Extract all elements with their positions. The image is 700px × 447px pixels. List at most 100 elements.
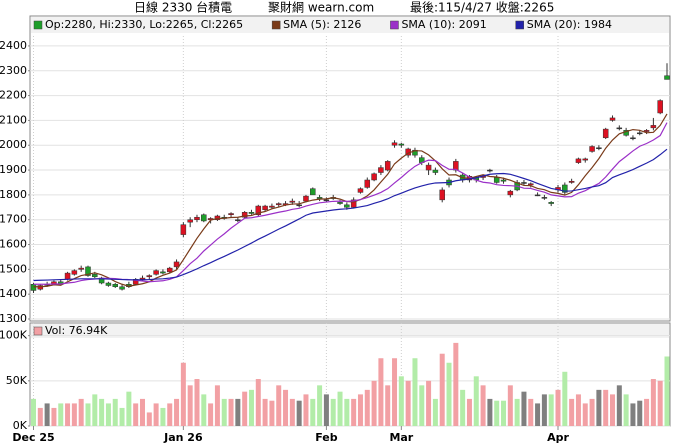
candle-body (350, 199, 357, 208)
volume-bar (589, 398, 595, 426)
volume-bar (460, 389, 466, 426)
legend-label: SMA (10): 2091 (401, 18, 486, 31)
volume-bar (112, 398, 118, 426)
y-tick-label: 2300 (0, 64, 27, 77)
volume-bar (242, 391, 248, 426)
candle-body (30, 284, 37, 291)
candle-body (112, 284, 118, 287)
sma-line (33, 122, 668, 285)
volume-bar (616, 385, 622, 426)
volume-bar (596, 389, 602, 426)
volume-bar (37, 407, 43, 426)
y-tick-label: 2200 (0, 89, 27, 102)
volume-bar (262, 398, 268, 426)
volume-bar (146, 412, 152, 426)
volume-bar (575, 394, 581, 426)
volume-bar (221, 398, 227, 426)
volume-bar (255, 379, 261, 426)
volume-bar (344, 398, 350, 426)
volume-bar (446, 362, 452, 426)
volume-bar (487, 398, 493, 426)
sma-line (33, 113, 668, 288)
candle-body (534, 194, 541, 197)
price-legend-bg (31, 17, 669, 33)
candle-body (85, 266, 91, 276)
volume-bar (92, 394, 98, 426)
candle-body (64, 272, 71, 280)
volume-legend-bg (31, 324, 669, 338)
x-tick-label: Mar (389, 431, 413, 444)
candle-body (432, 169, 439, 173)
volume-bar (65, 403, 71, 426)
volume-bar (623, 394, 629, 426)
volume-bar (180, 362, 186, 426)
candle-body (602, 128, 609, 139)
volume-bar (501, 400, 507, 426)
volume-bar (71, 403, 77, 426)
volume-bar (657, 380, 663, 426)
volume-bar (51, 407, 57, 426)
volume-bar (664, 356, 670, 426)
y-tick-label: 1700 (0, 213, 27, 226)
candle-body (657, 100, 663, 114)
candle-body (384, 161, 391, 171)
volume-bar (514, 398, 520, 426)
y-tick-label: 1900 (0, 163, 27, 176)
y-tick-label: 1600 (0, 238, 27, 251)
volume-bar (139, 398, 145, 426)
header-last: 最後:115/4/27 收盤:2265 (410, 1, 554, 15)
legend-swatch (515, 20, 524, 30)
volume-bar (432, 398, 438, 426)
volume-bar (378, 358, 384, 426)
volume-bar (521, 391, 527, 426)
volume-bar (603, 389, 609, 426)
candle-body (173, 261, 180, 268)
candle-body (521, 182, 527, 184)
volume-bar (330, 398, 336, 426)
candle-body (289, 200, 296, 203)
candle-body (500, 179, 507, 182)
candle-body (235, 219, 241, 221)
candle-body (609, 117, 616, 121)
volume-bar (296, 400, 302, 426)
volume-bar (548, 394, 554, 426)
x-tick-label: Dec 25 (12, 431, 54, 444)
candle-body (541, 197, 548, 199)
volume-bar (160, 407, 166, 426)
volume-bar (562, 371, 568, 426)
volume-bar (310, 398, 316, 426)
candle-body (78, 267, 84, 270)
volume-bar (276, 385, 282, 426)
header-site: 聚財網 wearn.com (268, 0, 374, 15)
volume-bar (398, 376, 404, 426)
x-tick-label: Feb (315, 431, 338, 444)
volume-bar (528, 398, 534, 426)
volume-bar (351, 398, 357, 426)
candle-body (371, 173, 377, 181)
candle-body (194, 216, 200, 220)
candle-body (119, 286, 125, 290)
candle-body (310, 188, 316, 196)
volume-bar (194, 379, 200, 426)
volume-bar (364, 389, 370, 426)
candle-body (453, 161, 459, 171)
volume-bar (453, 342, 459, 426)
candle-body (439, 189, 445, 201)
volume-bar (228, 398, 234, 426)
volume-bar (569, 398, 575, 426)
legend-swatch (33, 326, 43, 336)
candle-body (37, 285, 44, 290)
candle-body (187, 219, 193, 223)
candle-body (337, 202, 343, 204)
volume-bar (480, 385, 486, 426)
candle-body (228, 213, 234, 215)
volume-bar (323, 394, 329, 426)
volume-bar (119, 407, 125, 426)
candle-body (425, 164, 432, 171)
volume-bar (317, 385, 323, 426)
y-tick-label: 2400 (0, 39, 27, 52)
volume-bar (283, 389, 289, 426)
candle-body (589, 146, 595, 152)
legend-swatch (33, 20, 43, 30)
volume-bar (105, 403, 111, 426)
